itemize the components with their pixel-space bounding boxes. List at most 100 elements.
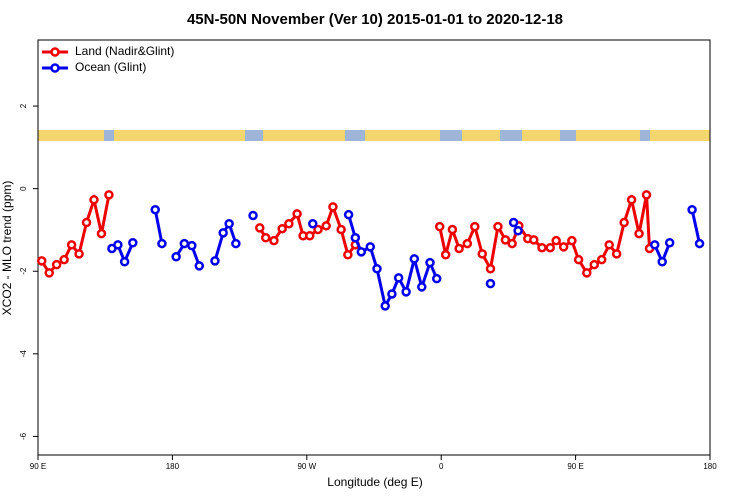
data-point [74,249,84,259]
data-point [313,224,323,235]
data-point [336,224,346,235]
data-point [485,264,496,274]
data-point [409,254,420,264]
data-point [477,249,488,259]
data-point [596,254,607,265]
legend-marker [50,47,60,57]
data-point [537,242,547,253]
y-tick-label: -2 [19,267,28,275]
y-axis-label: XCO2 - MLO trend (ppm) [0,181,14,316]
legend-label: Ocean (Glint) [75,60,146,74]
data-point [44,268,54,278]
data-point [558,242,569,252]
y-tick-label: -6 [19,432,28,440]
data-point [365,242,376,252]
x-tick-label: 90 E [567,462,583,471]
data-point [248,210,258,221]
data-point [431,273,442,284]
data-point [308,219,318,229]
x-tick-label: 180 [166,462,180,471]
x-tick-label: 0 [439,462,444,471]
legend-marker [50,63,60,73]
data-point [260,233,271,243]
data-point [157,238,167,249]
data-point [626,195,637,205]
data-point [269,235,279,246]
data-point [128,238,138,248]
data-point [66,240,77,250]
data-point [356,247,367,257]
x-tick-label: 180 [703,462,717,471]
y-tick-label: -4 [19,350,28,358]
data-point [218,228,228,238]
data-point [187,240,197,251]
data-point [507,238,517,249]
data-point [81,217,92,228]
data-point [589,259,600,270]
series-line [40,194,652,276]
data-point [89,195,99,205]
data-point [171,252,181,262]
data-point [462,238,473,249]
data-point [694,238,705,249]
data-point [567,235,577,246]
data-point [401,287,411,297]
y-tick-label: 0 [19,186,28,191]
data-point [380,301,390,311]
data-point [447,224,458,235]
data-point [231,238,241,249]
data-point [36,256,47,266]
data-point [508,217,519,228]
data-point [350,233,361,243]
data-point [305,230,315,241]
x-tick-label: 90 W [297,462,316,471]
data-point [454,243,464,254]
legend-label: Land (Nadir&Glint) [75,44,174,58]
data-point [440,249,451,260]
data-point [551,235,561,246]
data-point [393,273,404,283]
data-point [59,254,69,265]
data-point [255,223,265,233]
data-point [321,221,331,231]
data-point [657,256,667,267]
data-point [493,221,503,232]
x-axis-label: Longitude (deg E) [327,475,422,489]
data-point [687,204,697,215]
data-point [96,228,107,239]
data-point [619,217,629,228]
data-point [604,240,614,250]
data-point [513,226,523,236]
data-point [210,256,220,266]
data-point [417,282,427,292]
data-point [343,249,353,260]
data-point [387,289,397,299]
data-point [104,190,114,200]
data-point [582,268,592,278]
data-point [150,204,160,215]
chart-title: 45N-50N November (Ver 10) 2015-01-01 to … [187,11,563,28]
data-point [343,209,354,220]
data-point [500,235,511,245]
data-point [634,228,644,239]
data-point [485,278,496,289]
x-tick-label: 90 E [30,462,46,471]
data-point [641,190,652,200]
data-point [113,240,123,250]
plot-frame [37,39,711,456]
data-point [179,238,190,249]
data-point [425,257,435,268]
map-strip [38,130,710,141]
data-point [611,249,622,259]
data-point [224,219,234,229]
y-tick-label: 2 [19,103,28,108]
data-point [649,240,660,250]
data-point [573,254,584,265]
data-point [545,242,555,253]
data-point [194,261,205,271]
data-point [277,223,287,234]
data-point [529,235,539,245]
data-point [470,221,480,232]
data-point [434,221,445,232]
